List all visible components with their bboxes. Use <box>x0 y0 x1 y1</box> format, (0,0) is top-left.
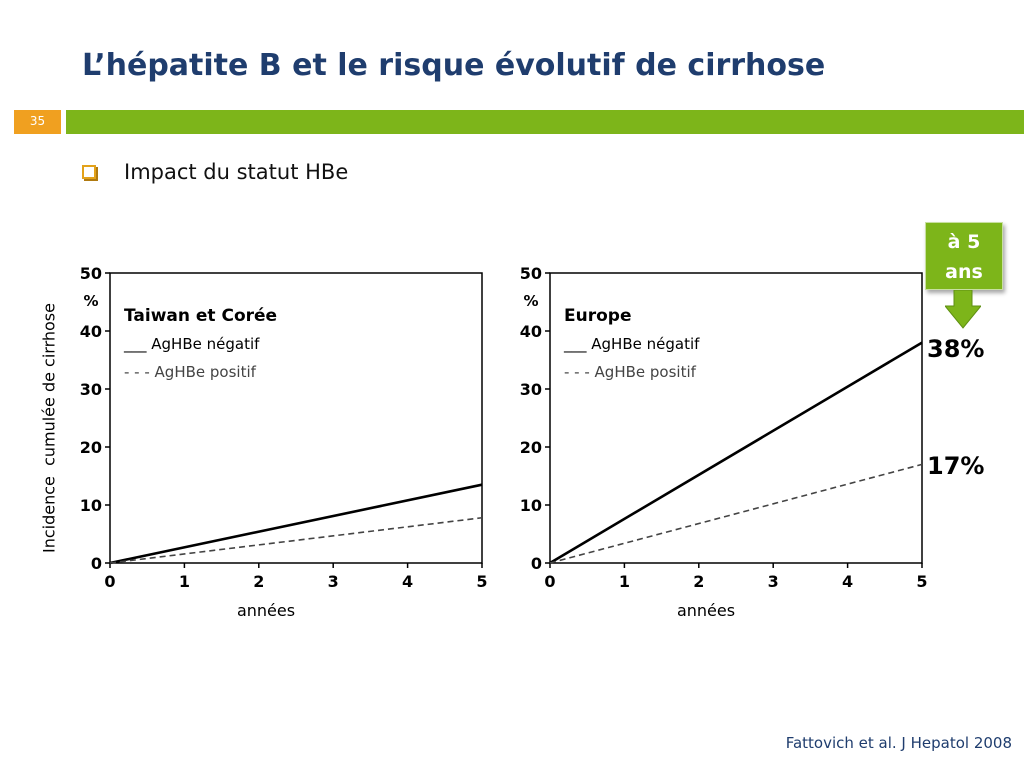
x-tick-label: 1 <box>179 572 190 591</box>
legend-entry: ___ AgHBe négatif <box>563 335 700 354</box>
y-unit-label: % <box>83 292 98 310</box>
x-tick-label: 2 <box>253 572 264 591</box>
chart-title: Europe <box>564 306 631 326</box>
series-line-positif <box>549 463 923 564</box>
chart-taiwan: 0 10 20 30 40 50% 0 1 2 3 4 5 années Taiwan et Corée _… <box>80 264 488 620</box>
y-tick-label: 20 <box>520 438 542 457</box>
x-tick-label: 0 <box>104 572 115 591</box>
y-tick-label: 20 <box>80 438 102 457</box>
x-tick-label: 3 <box>768 572 779 591</box>
annotation-17: 17% <box>927 452 985 480</box>
badge-line-1: à 5 <box>947 231 981 253</box>
plot-frame <box>549 272 923 564</box>
y-tick-label: 0 <box>91 554 102 573</box>
chart-europe: 0 10 20 30 40 50% 0 1 2 3 4 5 années Europe ___ AgHBe … <box>520 264 928 620</box>
y-tick-label: 10 <box>520 496 542 515</box>
series-line-negatif <box>549 341 923 565</box>
x-axis-title: années <box>677 601 735 620</box>
bullet-item: Impact du statut HBe <box>82 160 348 184</box>
x-tick-label: 2 <box>693 572 704 591</box>
x-tick-label: 5 <box>916 572 927 591</box>
checkbox-bullet-icon <box>82 165 96 179</box>
x-tick-label: 3 <box>328 572 339 591</box>
y-tick-label: 30 <box>520 380 542 399</box>
y-tick-label: 40 <box>520 322 542 341</box>
series-line-negatif <box>109 483 483 565</box>
badge-line-2: ans <box>945 261 983 283</box>
slide-number: 35 <box>14 110 61 134</box>
citation: Fattovich et al. J Hepatol 2008 <box>785 734 1012 752</box>
x-tick-label: 1 <box>619 572 630 591</box>
y-axis-title: Incidence cumulée de cirrhose <box>39 303 59 553</box>
y-tick-label: 10 <box>80 496 102 515</box>
x-axis-title: années <box>237 601 295 620</box>
x-tick-label: 4 <box>402 572 413 591</box>
chart-title: Taiwan et Corée <box>124 306 277 326</box>
y-tick-label: 0 <box>531 554 542 573</box>
slide-title: L’hépatite B et le risque évolutif de ci… <box>82 48 826 83</box>
annotation-38: 38% <box>927 335 985 363</box>
legend-entry: - - - AgHBe positif <box>124 363 257 381</box>
series-line-positif <box>109 516 483 564</box>
y-tick-label: 40 <box>80 322 102 341</box>
bullet-text: Impact du statut HBe <box>124 160 349 184</box>
x-tick-label: 4 <box>842 572 853 591</box>
header-bar <box>66 110 1024 134</box>
y-tick-label: 30 <box>80 380 102 399</box>
legend-entry: ___ AgHBe négatif <box>123 335 260 354</box>
five-year-badge: à 5 ans <box>925 222 1003 290</box>
down-arrow-icon <box>945 290 981 329</box>
x-tick-label: 5 <box>476 572 487 591</box>
plot-frame <box>109 272 483 564</box>
x-tick-label: 0 <box>544 572 555 591</box>
y-unit-label: % <box>523 292 538 310</box>
legend-entry: - - - AgHBe positif <box>564 363 697 381</box>
y-tick-label: 50 <box>80 264 102 283</box>
y-tick-label: 50 <box>520 264 542 283</box>
